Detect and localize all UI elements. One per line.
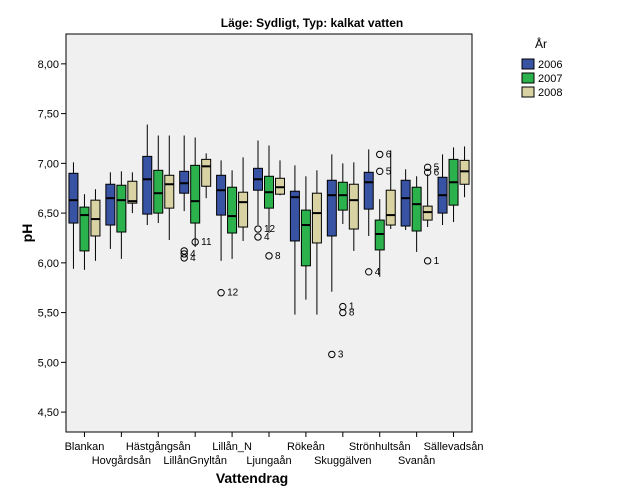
box-body bbox=[201, 158, 212, 187]
x-category-label: Lillån_N bbox=[212, 441, 252, 453]
box-body bbox=[363, 171, 374, 210]
legend-swatch bbox=[521, 86, 535, 98]
box-body bbox=[142, 155, 153, 215]
box-body bbox=[326, 179, 337, 237]
box-body bbox=[385, 189, 396, 226]
outlier-label: 12 bbox=[264, 224, 276, 235]
box-body bbox=[300, 209, 311, 267]
outlier-point bbox=[376, 167, 384, 176]
y-tick-label: 6,00 bbox=[38, 258, 59, 270]
outlier-label: 8 bbox=[275, 251, 281, 262]
legend: År 2006 2007 2008 bbox=[521, 36, 562, 99]
outlier-label: 4 bbox=[375, 267, 381, 278]
legend-entry-label: 2008 bbox=[538, 87, 562, 99]
outlier-label: 4 bbox=[190, 249, 196, 260]
legend-entry-label: 2006 bbox=[538, 59, 562, 71]
outlier-point bbox=[339, 308, 347, 317]
outlier-label: 5 bbox=[386, 166, 392, 177]
x-category-label: Strönhultsån bbox=[349, 441, 411, 453]
outlier-point bbox=[180, 247, 188, 255]
x-category-label: Hästgångsån bbox=[126, 441, 191, 453]
outlier-label: 3 bbox=[338, 349, 344, 360]
y-tick-label: 4,50 bbox=[38, 407, 59, 419]
box-body bbox=[116, 184, 127, 233]
box-body bbox=[227, 186, 238, 234]
x-category-label: Ljungaån bbox=[246, 455, 291, 467]
box-body bbox=[68, 172, 79, 224]
outlier-point bbox=[423, 168, 432, 177]
legend-entry-label: 2007 bbox=[538, 73, 562, 85]
x-category-label: Skuggälven bbox=[314, 455, 372, 467]
outlier-label: 6 bbox=[434, 167, 440, 178]
outlier-point bbox=[423, 163, 432, 172]
outlier-label: 4 bbox=[264, 232, 270, 243]
outlier-label: 11 bbox=[201, 237, 212, 248]
outlier-label: 6 bbox=[386, 149, 392, 160]
box-body bbox=[216, 174, 227, 216]
y-tick-label: 7,00 bbox=[38, 158, 59, 170]
outlier-label: 1 bbox=[434, 256, 440, 267]
legend-title: År bbox=[535, 36, 547, 51]
outlier-point bbox=[328, 350, 336, 359]
x-category-label: Hovgårdsån bbox=[92, 455, 151, 467]
outlier-label: 12 bbox=[227, 288, 239, 299]
outlier-point bbox=[191, 238, 199, 246]
y-tick-label: 6,50 bbox=[38, 208, 59, 220]
box-body bbox=[164, 174, 175, 209]
y-axis: 4,50 5,00 5,50 6,00 6,50 7,00 7,50 8,00 bbox=[38, 59, 66, 419]
x-axis-title: Vattendrag bbox=[216, 470, 288, 486]
x-category-label: Blankan bbox=[65, 441, 105, 453]
box-body bbox=[79, 206, 90, 252]
outlier-point bbox=[254, 225, 262, 233]
outlier-label: 4 bbox=[190, 253, 196, 264]
y-tick-label: 5,00 bbox=[38, 357, 59, 369]
outlier-label: 8 bbox=[349, 308, 355, 319]
outlier-point bbox=[217, 289, 225, 297]
box-body bbox=[238, 191, 249, 228]
x-axis: Blankan Hovgårdsån Hästgångsån LillånGnyltå… bbox=[65, 432, 484, 467]
box-body bbox=[190, 164, 201, 224]
x-category-label: Svanån bbox=[398, 455, 435, 467]
box-body bbox=[105, 183, 116, 226]
box-body bbox=[411, 186, 422, 232]
legend-swatch bbox=[521, 72, 535, 84]
box-body bbox=[400, 179, 411, 227]
outlier-label: 5 bbox=[434, 162, 440, 173]
x-category-label: Rökeån bbox=[287, 441, 325, 453]
outlier-point bbox=[180, 254, 188, 262]
outlier-point bbox=[423, 257, 432, 265]
outlier-label: 1 bbox=[349, 302, 355, 313]
y-axis-title: pH bbox=[19, 224, 35, 243]
x-category-label: Sällevadsån bbox=[424, 441, 484, 453]
x-category-label: LillånGnyltån bbox=[163, 455, 227, 467]
outlier-point bbox=[365, 268, 373, 276]
y-tick-label: 5,50 bbox=[38, 308, 59, 320]
outlier-point bbox=[265, 252, 273, 260]
outlier-point bbox=[180, 250, 188, 258]
box-body bbox=[127, 180, 138, 204]
outlier-point bbox=[254, 233, 262, 241]
box-body bbox=[348, 183, 359, 230]
box-group bbox=[68, 124, 470, 315]
chart-title: Läge: Sydligt, Typ: kalkat vatten bbox=[221, 16, 403, 30]
box-body bbox=[153, 169, 164, 214]
outlier-point bbox=[376, 150, 384, 159]
box-body bbox=[289, 190, 300, 242]
legend-swatch bbox=[521, 58, 535, 70]
y-tick-label: 8,00 bbox=[38, 59, 59, 71]
box-body bbox=[311, 192, 322, 244]
y-tick-label: 7,50 bbox=[38, 109, 59, 121]
